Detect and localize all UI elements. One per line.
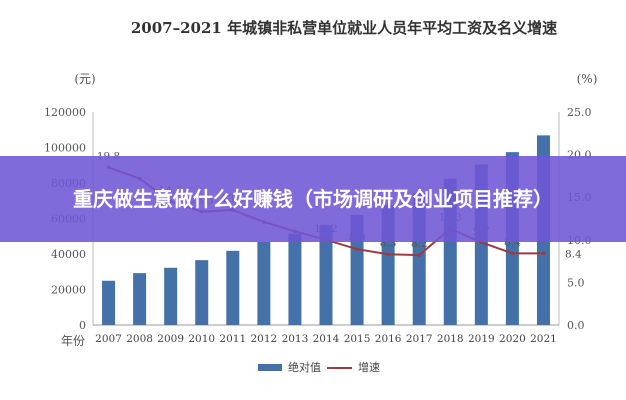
chart-title: 2007–2021 年城镇非私营单位就业人员年平均工资及名义增速 (131, 19, 557, 37)
growth-point-2020 (510, 251, 515, 256)
bar-2009 (164, 267, 178, 325)
growth-point-2021 (541, 251, 546, 256)
x-tick-label: 2021 (530, 333, 557, 345)
x-axis-label: 年份 (61, 334, 85, 348)
x-tick-label: 2017 (406, 333, 433, 345)
left-axis-unit: (元) (74, 72, 95, 86)
growth-point-2015 (355, 247, 359, 251)
left-tick-label: 20000 (51, 284, 86, 297)
x-tick-label: 2009 (157, 333, 184, 345)
x-tick-label: 2013 (282, 333, 309, 345)
left-tick-label: 100000 (44, 142, 86, 155)
growth-data-label: 8.4 (565, 248, 582, 260)
bar-2007 (102, 280, 116, 325)
right-tick-label: 25.0 (567, 106, 592, 119)
x-tick-label: 2014 (313, 333, 340, 345)
left-tick-label: 120000 (44, 106, 86, 119)
x-tick-label: 2010 (188, 333, 215, 345)
bar-2010 (195, 260, 209, 325)
x-tick-label: 2018 (437, 333, 464, 345)
x-tick-label: 2011 (219, 333, 246, 345)
x-tick-label: 2015 (344, 333, 371, 345)
bar-2014 (319, 224, 333, 325)
bar-2015 (350, 214, 364, 325)
promo-banner[interactable]: 重庆做生意做什么好赚钱（市场调研及创业项目推荐） (0, 156, 626, 242)
growth-point-2017 (417, 253, 422, 257)
bar-2012 (257, 241, 271, 325)
x-tick-label: 2016 (375, 333, 402, 345)
x-tick-label: 2019 (468, 333, 495, 345)
left-tick-label: 0 (79, 319, 86, 332)
banner-title[interactable]: 重庆做生意做什么好赚钱（市场调研及创业项目推荐） (73, 187, 553, 211)
x-tick-label: 2020 (499, 333, 526, 345)
legend-line-label: 增速 (358, 360, 380, 374)
bar-2011 (226, 250, 240, 325)
growth-point-2016 (386, 252, 390, 257)
bar-2013 (288, 233, 302, 325)
x-axis-ticks: 2007 2008 2009 2010 2011 2012 2013 2014 2015 2016… (95, 333, 557, 345)
right-tick-label: 0.0 (567, 319, 585, 332)
right-axis-unit: (%) (577, 72, 598, 86)
legend-bar-swatch (258, 364, 282, 371)
left-tick-label: 40000 (51, 248, 86, 261)
legend-bar-label: 绝对值 (288, 360, 321, 374)
legend: 绝对值 增速 (258, 360, 380, 374)
x-tick-label: 2007 (95, 333, 122, 345)
bar-2008 (133, 273, 147, 325)
x-tick-label: 2008 (126, 333, 153, 345)
right-tick-label: 5.0 (567, 276, 585, 289)
x-tick-label: 2012 (250, 333, 277, 345)
